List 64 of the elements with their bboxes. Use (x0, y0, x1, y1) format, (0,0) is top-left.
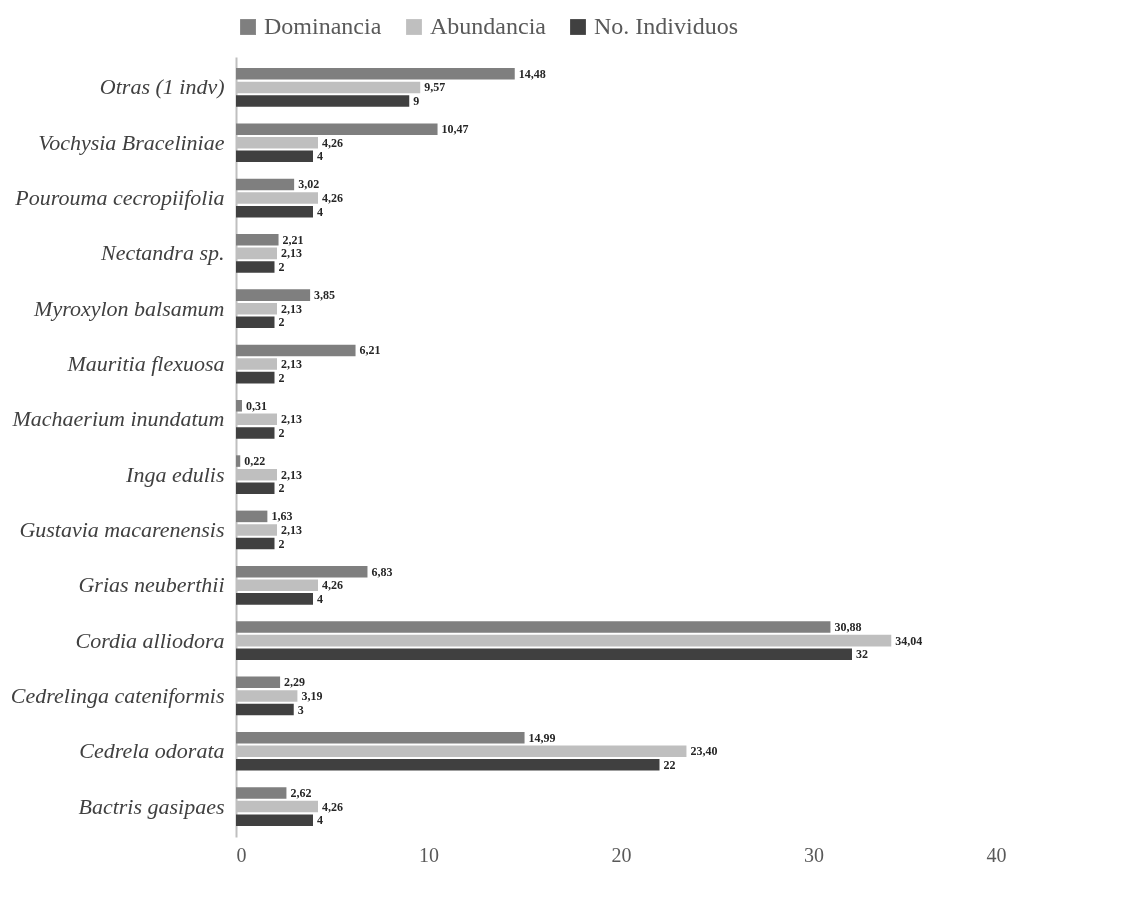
data-label: 0,22 (244, 454, 266, 469)
y-tick-label: Mauritia flexuosa (66, 351, 225, 377)
y-tick-label: Gustavia macarenensis (19, 516, 225, 542)
data-label: 2,13 (281, 522, 302, 537)
data-label: 4 (317, 813, 323, 828)
data-label: 2,13 (281, 467, 302, 482)
y-tick-label: Grias neuberthii (78, 572, 225, 598)
data-label: 4 (317, 591, 323, 606)
data-label: 4,26 (322, 799, 344, 814)
data-label: 4 (317, 149, 323, 164)
y-tick-label: Nectandra sp. (100, 240, 225, 266)
x-tick-label: 0 (236, 843, 247, 866)
data-label: 4,26 (322, 135, 344, 150)
y-tick-label: Inga edulis (125, 461, 225, 487)
legend-label: Dominancia (264, 13, 382, 39)
data-label: 2 (278, 315, 285, 330)
data-label: 9 (413, 94, 420, 109)
x-tick-label: 30 (804, 843, 824, 866)
data-label: 10,47 (441, 122, 469, 137)
data-label: 6,21 (359, 343, 381, 358)
data-label: 4 (317, 204, 323, 219)
y-tick-label: Vochysia Braceliniae (38, 129, 225, 155)
data-label: 2,13 (281, 412, 302, 427)
x-tick-label: 10 (419, 843, 439, 866)
data-label: 30,88 (834, 620, 862, 635)
data-label: 23,40 (690, 744, 718, 759)
legend-label: Abundancia (430, 13, 547, 39)
data-label: 4,26 (322, 191, 344, 206)
data-label: 2 (278, 481, 285, 496)
data-label: 32 (856, 647, 868, 662)
legend-label: No. Individuos (594, 13, 738, 39)
data-label: 1,63 (271, 509, 293, 524)
data-label: 3,02 (298, 177, 320, 192)
data-label: 2,62 (290, 785, 312, 800)
data-label: 3 (297, 702, 304, 717)
data-label: 2,29 (284, 675, 306, 690)
y-tick-label: Cedrela odorata (79, 738, 225, 764)
data-label: 2,21 (282, 232, 304, 247)
data-label: 6,83 (371, 564, 393, 579)
data-label: 2,13 (281, 246, 302, 261)
x-tick-label: 20 (611, 843, 632, 866)
data-label: 14,99 (528, 730, 556, 745)
data-label: 3,19 (301, 688, 323, 703)
x-tick-label: 40 (986, 843, 1007, 866)
data-label: 2 (278, 370, 285, 385)
data-label: 0,31 (245, 398, 267, 413)
data-label: 14,48 (518, 66, 546, 81)
y-tick-label: Bactris gasipaes (78, 793, 225, 819)
data-label: 2,13 (281, 357, 302, 372)
data-label: 2 (278, 536, 285, 551)
y-tick-label: Otras (1 indv) (99, 74, 225, 100)
data-label: 2 (278, 425, 285, 440)
data-label: 22 (663, 757, 676, 772)
data-label: 9,57 (424, 80, 446, 95)
data-label: 34,04 (895, 633, 923, 648)
data-label: 2,13 (281, 301, 302, 316)
y-tick-label: Cordia alliodora (75, 627, 225, 653)
data-label: 3,85 (314, 288, 336, 303)
y-tick-label: Machaerium inundatum (11, 406, 225, 432)
y-tick-label: Cedrelinga cateniformis (10, 682, 225, 708)
y-tick-label: Pourouma cecropiifolia (14, 185, 225, 211)
data-label: 2 (278, 259, 285, 274)
y-tick-label: Myroxylon balsamum (33, 295, 225, 321)
data-label: 4,26 (322, 578, 344, 593)
